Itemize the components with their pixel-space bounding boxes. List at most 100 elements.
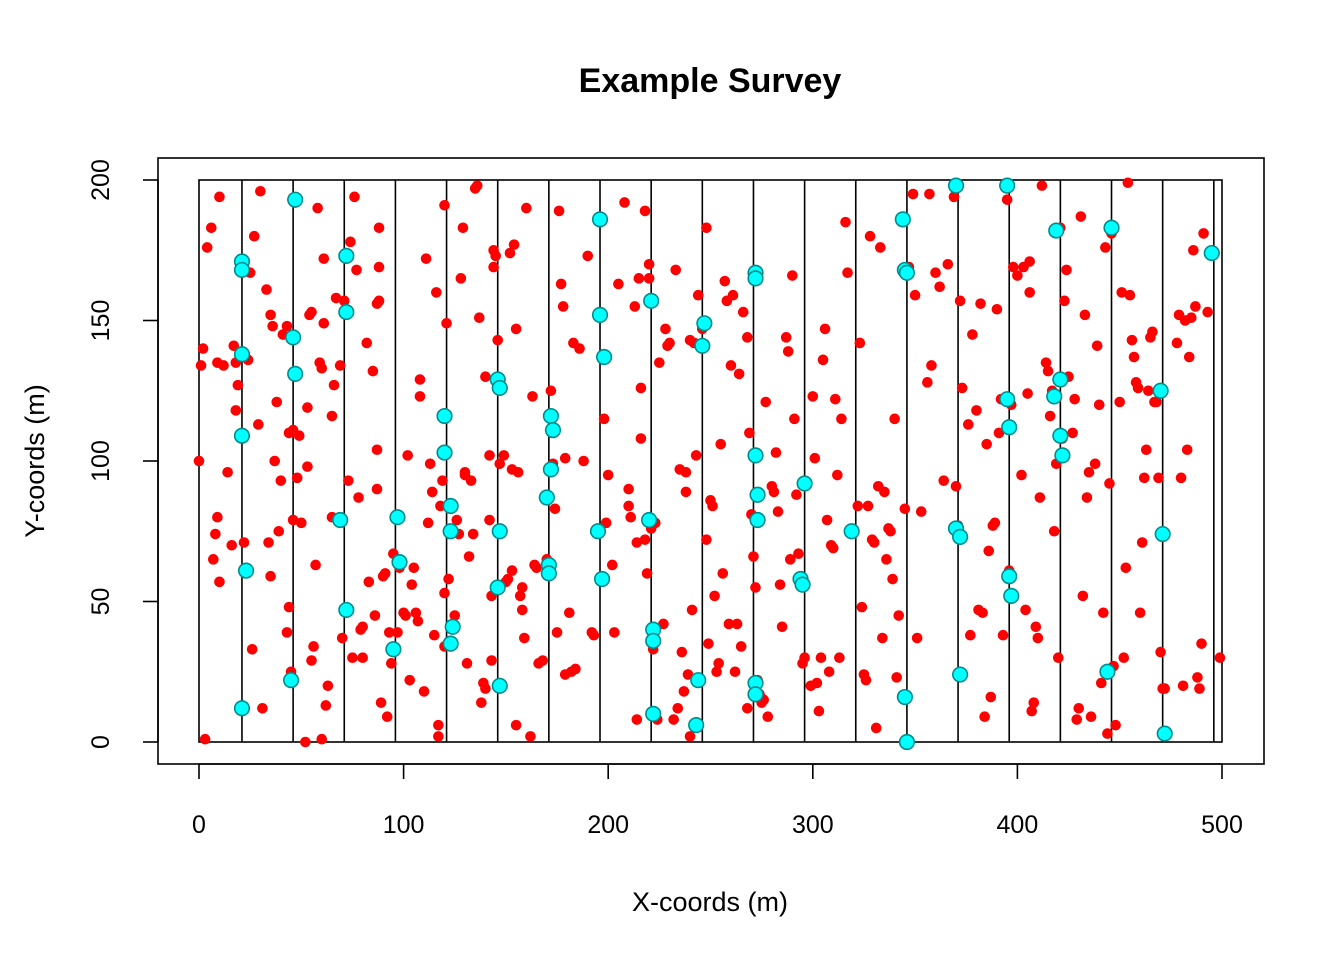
population-point xyxy=(809,452,821,464)
detection-point xyxy=(442,523,459,540)
population-point xyxy=(338,295,350,307)
population-point xyxy=(1102,728,1113,739)
population-point xyxy=(623,483,634,495)
population-point xyxy=(269,455,281,467)
population-point xyxy=(744,427,755,439)
population-point xyxy=(840,216,851,228)
population-point xyxy=(516,582,528,593)
population-point xyxy=(789,413,800,425)
population-point xyxy=(625,511,637,523)
population-point xyxy=(1077,590,1089,602)
population-point xyxy=(606,559,618,571)
population-point xyxy=(821,514,833,526)
population-point xyxy=(201,242,213,253)
population-point xyxy=(1155,646,1166,658)
detection-point xyxy=(999,391,1016,408)
population-point xyxy=(1089,458,1101,470)
population-point xyxy=(1071,714,1083,725)
population-point xyxy=(713,658,724,669)
population-point xyxy=(750,582,761,593)
population-point xyxy=(214,191,225,203)
population-point xyxy=(631,537,643,548)
population-point xyxy=(962,419,974,430)
population-point xyxy=(467,528,479,540)
population-point xyxy=(195,360,207,371)
detection-point xyxy=(688,717,705,734)
x-axis-title: X-coords (m) xyxy=(632,887,788,917)
population-point xyxy=(887,573,898,585)
population-point xyxy=(379,568,391,579)
population-point xyxy=(1095,677,1107,689)
detection-point xyxy=(444,618,461,635)
x-tick-label: 400 xyxy=(997,811,1039,839)
population-point xyxy=(537,655,549,666)
detection-point xyxy=(436,444,453,461)
population-point xyxy=(514,590,526,602)
population-point xyxy=(930,267,941,279)
population-point xyxy=(208,554,219,565)
population-point xyxy=(1192,672,1203,683)
population-point xyxy=(400,610,411,621)
population-point xyxy=(1073,702,1085,714)
population-point xyxy=(570,663,581,675)
detection-point xyxy=(843,523,860,540)
population-point xyxy=(381,711,393,723)
population-point xyxy=(306,655,317,666)
population-point xyxy=(658,618,669,630)
detection-point xyxy=(796,475,813,492)
population-point xyxy=(1175,472,1187,484)
detection-point xyxy=(1152,382,1169,399)
population-point xyxy=(463,551,475,562)
population-point xyxy=(942,259,954,270)
detection-point xyxy=(491,379,508,397)
detection-point xyxy=(952,528,969,545)
detection-point xyxy=(385,641,402,658)
detection-point xyxy=(1001,419,1018,436)
population-point xyxy=(787,270,798,281)
population-point xyxy=(300,736,311,748)
population-point xyxy=(253,419,264,430)
population-point xyxy=(1069,393,1080,405)
x-tick-label: 300 xyxy=(792,811,834,839)
detection-point xyxy=(436,407,453,425)
population-point xyxy=(885,525,896,537)
population-point xyxy=(361,337,373,349)
population-point xyxy=(214,576,225,588)
population-point xyxy=(1022,388,1033,399)
population-point xyxy=(776,621,788,633)
population-point xyxy=(291,472,303,484)
detection-point xyxy=(442,497,459,515)
population-point xyxy=(911,632,923,644)
population-point xyxy=(287,514,299,526)
detection-point xyxy=(542,461,560,478)
population-point xyxy=(316,362,328,374)
detection-point xyxy=(898,733,916,751)
population-point xyxy=(1008,261,1019,273)
population-point xyxy=(316,733,328,745)
population-point xyxy=(856,601,868,613)
population-point xyxy=(433,731,444,742)
y-tick-label: 50 xyxy=(87,588,115,616)
population-point xyxy=(881,554,892,565)
population-point xyxy=(686,604,698,616)
population-point xyxy=(924,188,935,200)
population-point xyxy=(226,540,238,551)
population-point xyxy=(1118,652,1130,663)
population-point xyxy=(375,697,387,708)
detection-point xyxy=(233,346,251,363)
population-point xyxy=(629,301,641,312)
population-point xyxy=(834,652,845,663)
population-point xyxy=(860,674,872,686)
population-point xyxy=(310,559,321,571)
population-point xyxy=(668,714,679,725)
population-point xyxy=(791,489,802,501)
detection-point xyxy=(894,211,911,228)
population-point xyxy=(889,413,900,425)
population-point xyxy=(232,379,244,391)
population-point xyxy=(641,568,653,579)
population-point xyxy=(1098,607,1109,619)
population-point xyxy=(1153,472,1164,484)
population-point xyxy=(578,455,589,467)
detection-point xyxy=(952,666,969,683)
population-point xyxy=(1059,295,1070,307)
